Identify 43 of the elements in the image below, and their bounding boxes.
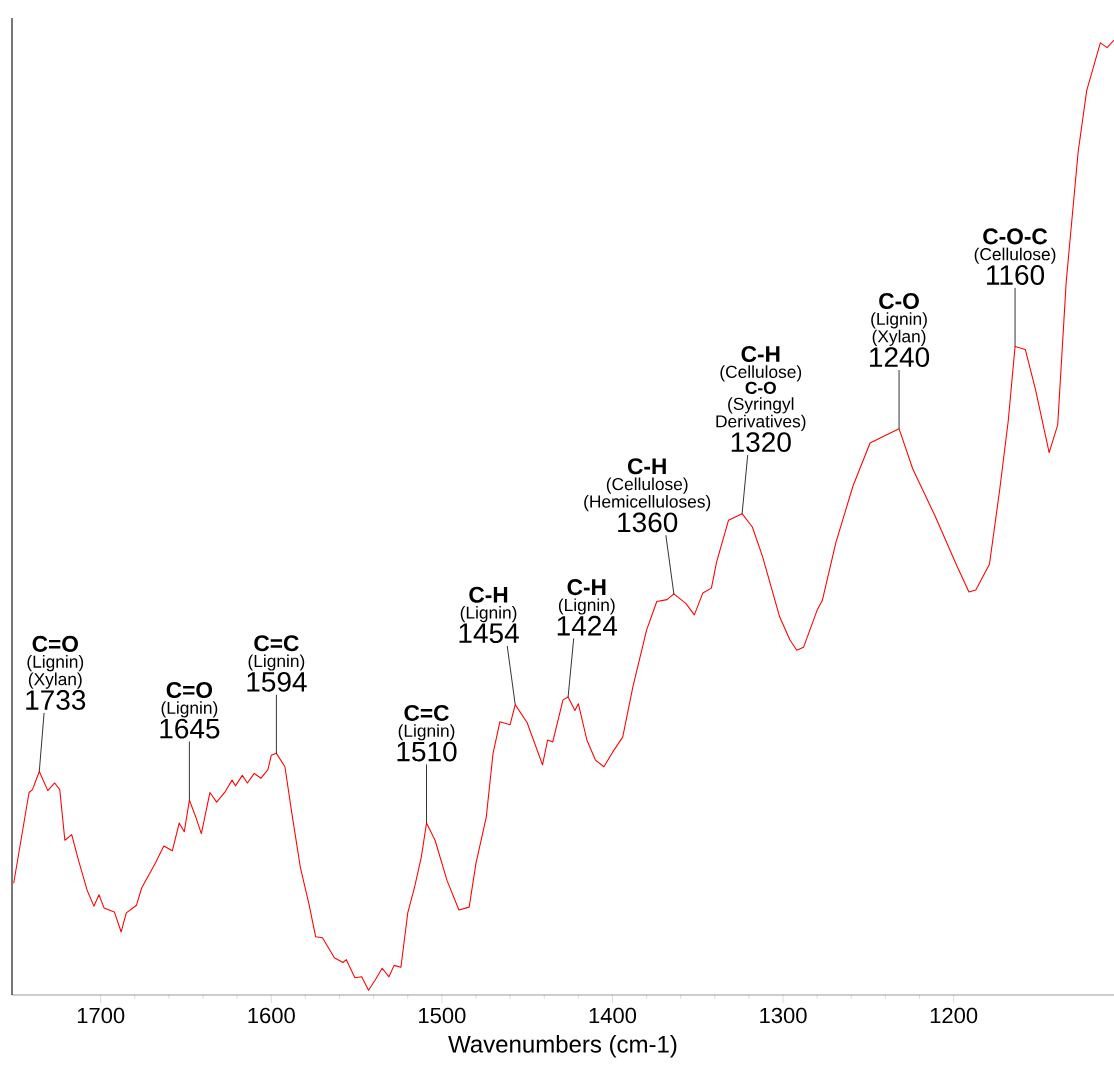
x-tick-label: 1600 bbox=[248, 1007, 295, 1024]
annotation: C=O bbox=[166, 681, 213, 699]
x-tick-label: 1500 bbox=[419, 1007, 466, 1024]
x-tick-label: 1400 bbox=[589, 1007, 637, 1024]
annotation: C-O-C bbox=[983, 228, 1048, 245]
x-tick-label: 1700 bbox=[77, 1007, 125, 1024]
annotation: 1594 bbox=[247, 671, 307, 692]
annotation: (Xylan) bbox=[28, 672, 82, 689]
annotation: 1360 bbox=[618, 512, 678, 533]
annotation: (Lignin) bbox=[398, 724, 455, 741]
annotation: (Lignin) bbox=[161, 701, 218, 718]
annotation: C-O bbox=[879, 293, 919, 310]
annotation: 1645 bbox=[160, 718, 220, 739]
annotation: C-H bbox=[741, 346, 780, 363]
x-axis-title: Wavenumbers (cm-1) bbox=[448, 1035, 677, 1058]
annotation: (Cellulose) bbox=[974, 247, 1056, 264]
annotation: (Lignin) bbox=[27, 655, 84, 672]
annotation: Derivatives) bbox=[716, 414, 806, 431]
annotation: (Lignin) bbox=[871, 312, 927, 329]
x-tick-label: 1300 bbox=[760, 1007, 807, 1024]
annotation: (Cellulose) bbox=[606, 477, 688, 494]
annotation: 1160 bbox=[987, 265, 1045, 285]
annotation: C=O bbox=[32, 635, 78, 652]
annotation: (Lignin) bbox=[558, 598, 615, 615]
annotation: (Xylan) bbox=[872, 329, 926, 346]
annotation: (Syringyl bbox=[728, 397, 794, 414]
annotation: (Lignin) bbox=[248, 654, 305, 671]
annotation: 1424 bbox=[557, 615, 618, 636]
annotation: C-H bbox=[567, 579, 606, 596]
annotation: 1240 bbox=[870, 347, 930, 368]
annotation: 1510 bbox=[397, 741, 457, 762]
annotation: (Lignin) bbox=[460, 606, 517, 623]
annotation: C-O bbox=[745, 381, 776, 394]
annotation: 1733 bbox=[26, 690, 86, 710]
annotation: 1320 bbox=[731, 432, 791, 453]
annotation: 1454 bbox=[459, 623, 519, 644]
annotation: C-H bbox=[469, 586, 508, 603]
annotation: (Cellulose) bbox=[720, 365, 802, 382]
annotation: C-H bbox=[627, 458, 666, 475]
x-tick-label: 1200 bbox=[930, 1007, 978, 1024]
annotation: C=C bbox=[404, 704, 449, 721]
annotation: C=C bbox=[254, 635, 299, 652]
annotation: (Hemicelluloses) bbox=[584, 494, 711, 512]
